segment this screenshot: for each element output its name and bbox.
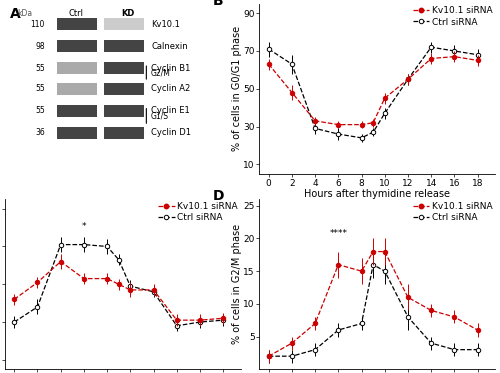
Bar	[57, 62, 97, 74]
Y-axis label: % of cells in G2/M phase: % of cells in G2/M phase	[232, 224, 241, 344]
Text: G1/S: G1/S	[151, 112, 169, 120]
Legend: Kv10.1 siRNA, Ctrl siRNA: Kv10.1 siRNA, Ctrl siRNA	[158, 201, 239, 223]
Text: 55: 55	[36, 106, 45, 115]
Text: Cyclin A2: Cyclin A2	[151, 84, 190, 93]
Text: ****: ****	[330, 229, 347, 238]
Bar	[104, 62, 144, 74]
Text: KD: KD	[121, 9, 134, 18]
Bar	[104, 40, 144, 52]
Text: Cyclin E1: Cyclin E1	[151, 106, 190, 115]
Bar	[57, 18, 97, 30]
Text: 36: 36	[36, 128, 45, 137]
Bar	[57, 105, 97, 117]
Text: 98: 98	[36, 42, 45, 51]
Text: D: D	[212, 189, 224, 203]
Text: 55: 55	[36, 64, 45, 73]
Legend: Kv10.1 siRNA, Ctrl siRNA: Kv10.1 siRNA, Ctrl siRNA	[412, 6, 493, 28]
Bar	[104, 18, 144, 30]
Text: Cyclin B1: Cyclin B1	[151, 64, 190, 73]
Text: *: *	[82, 222, 86, 231]
Bar	[104, 83, 144, 95]
Bar	[57, 127, 97, 139]
Text: G2/M: G2/M	[151, 68, 171, 77]
Text: Kv10.1: Kv10.1	[151, 20, 180, 29]
X-axis label: Hours after thymidine release: Hours after thymidine release	[304, 189, 450, 199]
Y-axis label: % of cells in G0/G1 phase: % of cells in G0/G1 phase	[232, 26, 241, 151]
Bar	[104, 127, 144, 139]
Text: A: A	[10, 7, 20, 21]
Text: Calnexin: Calnexin	[151, 42, 188, 51]
Text: 110: 110	[30, 20, 45, 29]
Text: B: B	[212, 0, 223, 7]
Legend: Kv10.1 siRNA, Ctrl siRNA: Kv10.1 siRNA, Ctrl siRNA	[412, 201, 493, 223]
Bar	[57, 83, 97, 95]
Text: 55: 55	[36, 84, 45, 93]
Text: kDa: kDa	[17, 9, 32, 18]
Text: Cyclin D1: Cyclin D1	[151, 128, 191, 137]
Bar	[57, 40, 97, 52]
Bar	[104, 105, 144, 117]
Text: Ctrl: Ctrl	[68, 9, 83, 18]
